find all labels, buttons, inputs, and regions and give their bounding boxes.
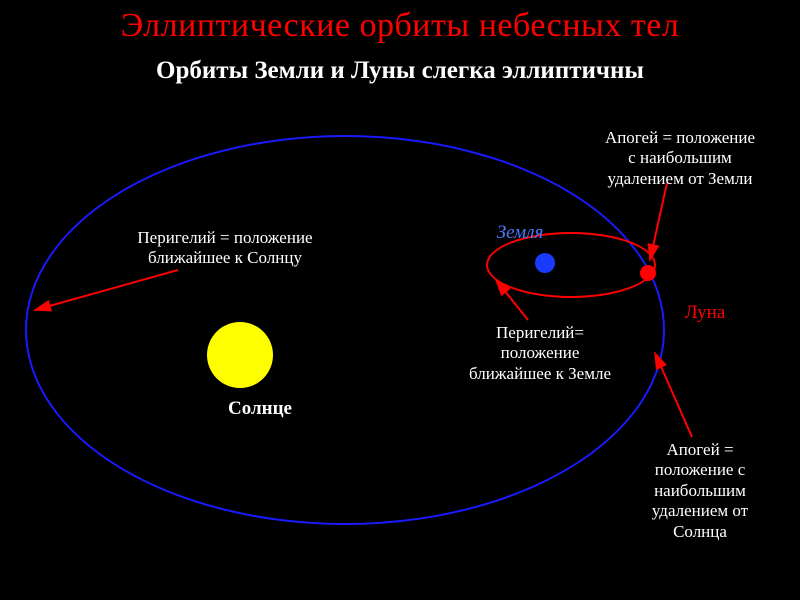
main-title: Эллиптические орбиты небесных тел — [0, 6, 800, 47]
subtitle: Орбиты Земли и Луны слегка эллиптичны — [0, 56, 800, 86]
perihelion-earth-label: Перигелий= положение ближайшее к Земле — [455, 323, 625, 384]
perihelion-sun-label: Перигелий = положение ближайшее к Солнцу — [95, 228, 355, 269]
apogee-earth-label: Апогей = положение с наибольшим удаление… — [575, 128, 785, 189]
sun-body — [207, 322, 273, 388]
moon-body — [640, 265, 656, 281]
diagram-canvas: Эллиптические орбиты небесных тел Орбиты… — [0, 0, 800, 600]
earth-label: Земля — [470, 222, 570, 245]
apogee-sun-label: Апогей = положение с наибольшим удаление… — [610, 440, 790, 542]
sun-label: Солнце — [200, 398, 320, 421]
earth-body — [535, 253, 555, 273]
moon-label: Луна — [665, 302, 745, 325]
